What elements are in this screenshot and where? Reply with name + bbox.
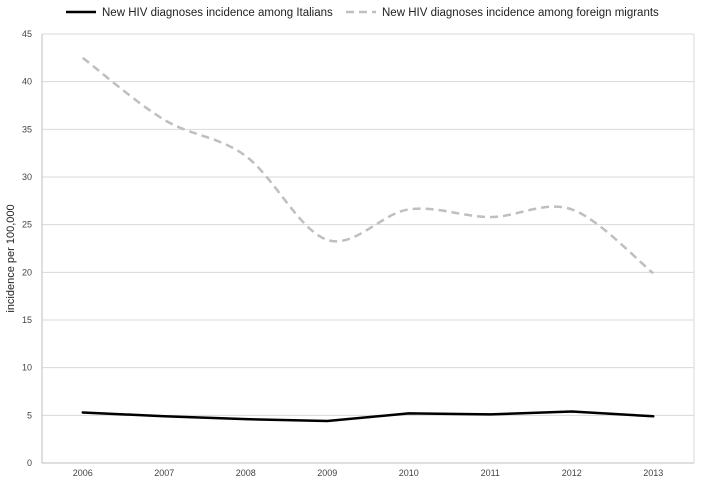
legend-label-italians: New HIV diagnoses incidence among Italia… bbox=[102, 7, 333, 19]
x-tick-label-2006: 2006 bbox=[73, 468, 93, 478]
y-tick-label-5: 5 bbox=[27, 410, 32, 420]
y-tick-labels: 0 5 10 15 20 25 30 35 40 45 bbox=[22, 29, 32, 468]
x-tick-labels: 2006 2007 2008 2009 2010 2011 2012 2013 bbox=[73, 468, 664, 478]
axes: incidence per 100,000 bbox=[5, 34, 694, 464]
y-tick-label-15: 15 bbox=[22, 315, 32, 325]
y-tick-label-30: 30 bbox=[22, 172, 32, 182]
legend-label-foreign-migrants: New HIV diagnoses incidence among foreig… bbox=[382, 7, 659, 19]
x-tick-label-2011: 2011 bbox=[481, 468, 500, 478]
y-tick-label-40: 40 bbox=[22, 77, 32, 87]
x-tick-label-2007: 2007 bbox=[154, 468, 174, 478]
series-line-italians bbox=[81, 410, 655, 423]
x-tick-label-2009: 2009 bbox=[317, 468, 337, 478]
y-axis-title: incidence per 100,000 bbox=[5, 204, 17, 312]
y-tick-label-45: 45 bbox=[22, 29, 32, 39]
legend: New HIV diagnoses incidence among Italia… bbox=[66, 7, 659, 19]
x-tick-label-2013: 2013 bbox=[643, 468, 663, 478]
y-tick-label-20: 20 bbox=[22, 267, 32, 277]
y-tick-label-0: 0 bbox=[27, 458, 32, 468]
series bbox=[81, 56, 655, 423]
y-tick-label-10: 10 bbox=[22, 363, 32, 373]
x-tick-label-2010: 2010 bbox=[399, 468, 419, 478]
grid bbox=[42, 33, 695, 463]
series-line-foreign-migrants bbox=[81, 56, 655, 275]
y-tick-label-35: 35 bbox=[22, 124, 32, 134]
y-tick-label-25: 25 bbox=[22, 220, 32, 230]
x-tick-label-2008: 2008 bbox=[236, 468, 256, 478]
x-tick-label-2012: 2012 bbox=[562, 468, 582, 478]
